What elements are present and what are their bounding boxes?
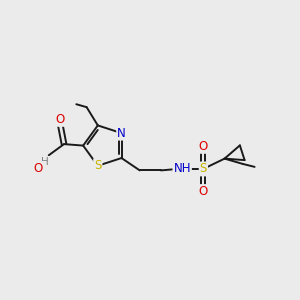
Text: S: S (94, 159, 101, 172)
Text: O: O (199, 140, 208, 153)
Text: O: O (199, 185, 208, 198)
Text: N: N (117, 127, 126, 140)
Text: O: O (56, 113, 65, 126)
Text: NH: NH (173, 162, 191, 176)
Text: H: H (41, 157, 49, 167)
Text: O: O (33, 162, 42, 175)
Text: S: S (200, 162, 207, 176)
